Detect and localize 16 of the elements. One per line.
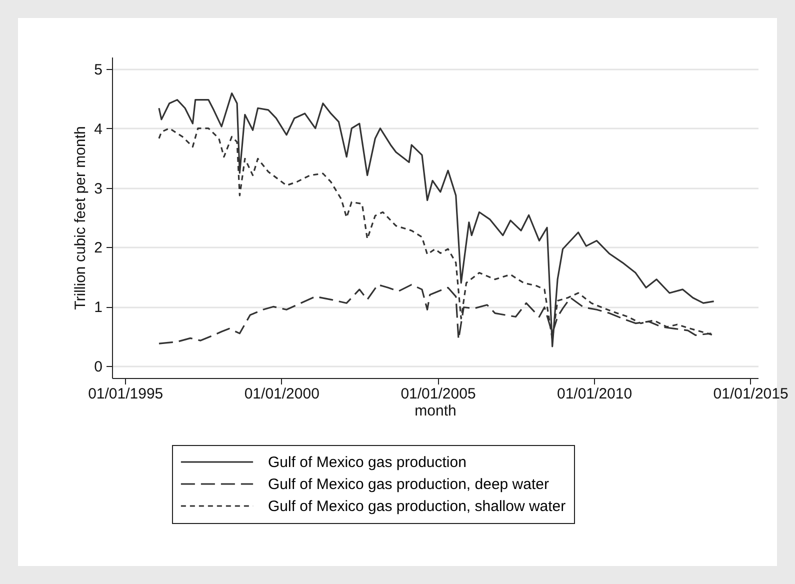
x-tick-label: 01/01/2010 [556, 386, 632, 402]
y-tick-label: 3 [94, 180, 102, 198]
y-tick-label: 1 [94, 299, 102, 316]
y-tick-label: 2 [94, 240, 102, 257]
x-tick-label: 01/01/2000 [244, 386, 320, 402]
x-tick-label: 01/01/1995 [88, 386, 164, 402]
x-tick-label: 01/01/2015 [713, 386, 788, 402]
y-tick-label: 5 [94, 61, 102, 78]
legend-label: Gulf of Mexico gas production, deep water [268, 476, 549, 493]
y-tick-label: 4 [94, 120, 102, 138]
x-tick-label: 01/01/2005 [400, 386, 476, 402]
legend-label: Gulf of Mexico gas production [268, 454, 466, 471]
x-axis-title: month [414, 402, 456, 420]
y-axis-title: Trillion cubic feet per month [72, 126, 90, 310]
legend-label: Gulf of Mexico gas production, shallow water [268, 498, 566, 515]
y-tick-label: 0 [94, 358, 102, 376]
